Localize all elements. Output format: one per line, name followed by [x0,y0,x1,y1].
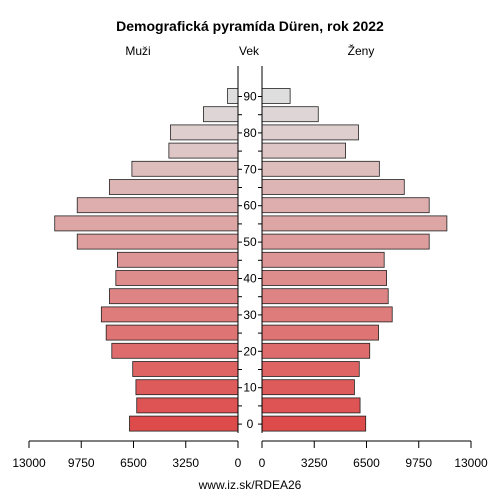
age-label-90: 90 [243,90,257,104]
men-bar-30 [100,306,239,323]
men-bar-65 [108,179,239,195]
women-bar-20 [261,342,371,359]
men-bar-35 [108,288,239,305]
age-label-10: 10 [243,381,257,395]
women-x-tick-label-3250: 3250 [301,456,328,470]
age-label-80: 80 [243,126,257,140]
women-x-tick-label-6500: 6500 [353,456,380,470]
men-bar-0 [129,415,239,432]
women-bar-0 [261,415,367,432]
women-bars [261,88,448,432]
men-bars [54,88,239,432]
women-x-tick-label-9750: 9750 [405,456,432,470]
men-bar-85 [203,106,239,123]
men-bar-25 [105,324,239,341]
x-axis-ticks: 13000 13000 9750 9750 6500 6500 3250 3250 0 0 [12,441,488,470]
men-bar-75 [168,142,239,159]
women-x-tick-label-0: 0 [259,456,266,470]
age-label-20: 20 [243,344,257,358]
men-bar-10 [135,379,239,396]
women-bar-10 [261,379,355,396]
men-bar-15 [132,361,239,377]
women-bar-80 [261,124,359,141]
men-x-tick-label-9750: 9750 [68,456,95,470]
men-bar-90 [227,88,239,104]
women-bar-70 [261,160,380,177]
age-ticks: 0 10 20 30 40 50 60 70 80 90 [238,90,262,431]
women-bar-30 [261,306,393,323]
women-bar-35 [261,288,389,305]
women-bar-65 [261,179,405,195]
men-bar-20 [111,342,239,359]
women-bar-85 [261,106,319,123]
age-label-60: 60 [243,199,257,213]
men-bar-40 [115,270,239,286]
label-age: Vek [239,44,260,58]
source-footer: www.iz.sk/RDEA26 [198,478,302,492]
men-bar-5 [136,397,239,414]
label-women: Ženy [348,43,375,58]
women-bar-40 [261,270,387,286]
women-x-tick-label-13000: 13000 [454,456,488,470]
men-bar-70 [131,160,239,177]
men-bar-60 [76,197,239,214]
label-men: Muži [125,44,150,58]
age-label-0: 0 [247,417,254,431]
men-bar-80 [170,124,239,141]
men-x-tick-label-3250: 3250 [172,456,199,470]
women-bar-90 [261,88,291,104]
age-label-30: 30 [243,308,257,322]
men-x-tick-label-6500: 6500 [120,456,147,470]
men-x-tick-label-0: 0 [235,456,242,470]
women-bar-25 [261,324,379,341]
men-x-tick-label-13000: 13000 [12,456,46,470]
men-bar-45 [117,251,239,268]
women-bar-15 [261,361,360,377]
women-bar-55 [261,215,448,232]
age-label-40: 40 [243,272,257,286]
women-bar-75 [261,142,346,159]
men-bar-50 [76,233,239,250]
age-label-50: 50 [243,235,257,249]
men-bar-55 [54,215,239,232]
women-bar-50 [261,233,430,250]
women-bar-60 [261,197,430,214]
women-bar-5 [261,397,361,414]
women-bar-45 [261,251,385,268]
chart-title: Demografická pyramída Düren, rok 2022 [116,18,384,34]
age-label-70: 70 [243,162,257,176]
